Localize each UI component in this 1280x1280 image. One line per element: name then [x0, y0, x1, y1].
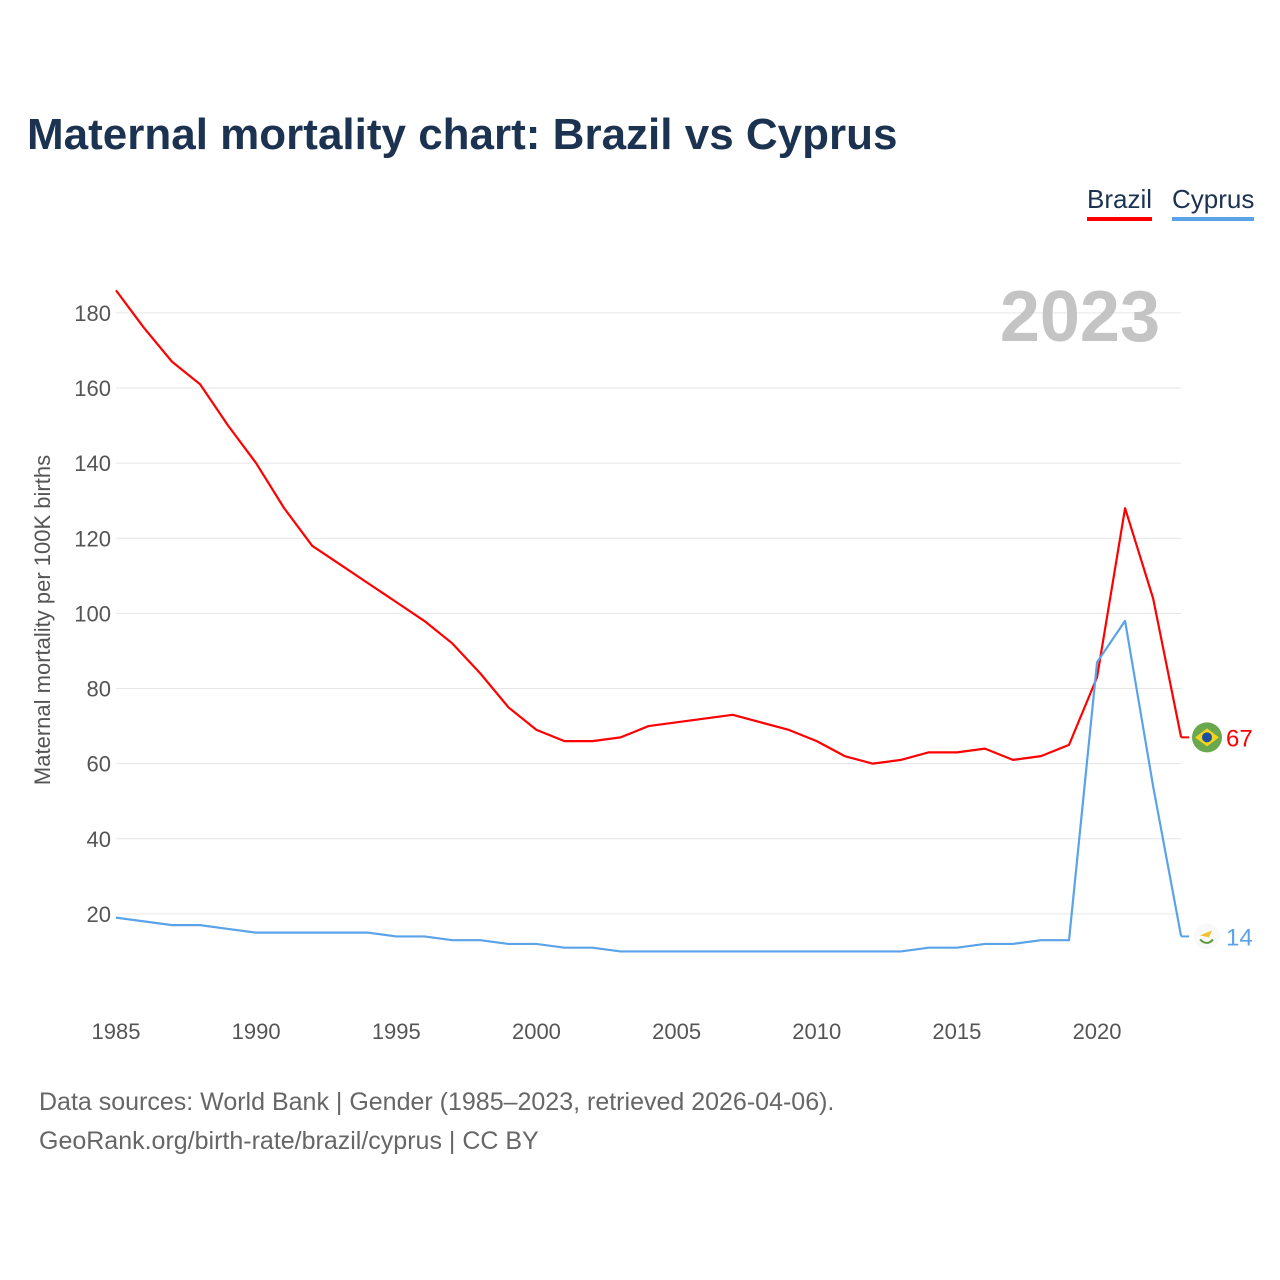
chart-title: Maternal mortality chart: Brazil vs Cypr…: [27, 110, 898, 159]
flag-island: [1200, 930, 1212, 938]
x-tick-label: 2005: [652, 1019, 701, 1044]
x-tick-label: 1995: [372, 1019, 421, 1044]
y-tick-label: 60: [87, 752, 111, 777]
x-tick-label: 1985: [92, 1019, 141, 1044]
y-tick-label: 100: [74, 601, 111, 626]
end-value-label: 14: [1226, 924, 1253, 951]
cyprus-flag-icon: [1194, 923, 1220, 950]
end-value-label: 67: [1226, 725, 1253, 752]
y-tick-label: 120: [74, 526, 111, 551]
source-link[interactable]: GeoRank.org/birth-rate/brazil/cyprus | C…: [39, 1127, 539, 1155]
y-tick-label: 80: [87, 677, 111, 702]
brazil-flag-icon: [1192, 722, 1222, 753]
x-tick-label: 2015: [932, 1019, 981, 1044]
flag-olive: [1199, 938, 1214, 944]
y-axis-label: Maternal mortality per 100K births: [30, 455, 55, 785]
flag-globe: [1202, 732, 1212, 743]
y-tick-label: 20: [87, 902, 111, 927]
y-tick-label: 40: [87, 827, 111, 852]
year-label: 2023: [1000, 277, 1160, 357]
series-line-brazil: [115, 289, 1183, 765]
x-tick-label: 2020: [1073, 1019, 1122, 1044]
y-tick-label: 140: [74, 451, 111, 476]
x-tick-label: 2010: [792, 1019, 841, 1044]
legend-brazil[interactable]: Brazil: [1087, 184, 1153, 221]
x-tick-label: 1990: [232, 1019, 281, 1044]
y-tick-label: 160: [74, 376, 111, 401]
source-text: Data sources: World Bank | Gender (1985–…: [39, 1088, 835, 1116]
series-line-cyprus: [115, 619, 1183, 953]
y-tick-label: 180: [74, 301, 111, 326]
legend-cyprus[interactable]: Cyprus: [1172, 184, 1255, 221]
x-tick-label: 2000: [512, 1019, 561, 1044]
